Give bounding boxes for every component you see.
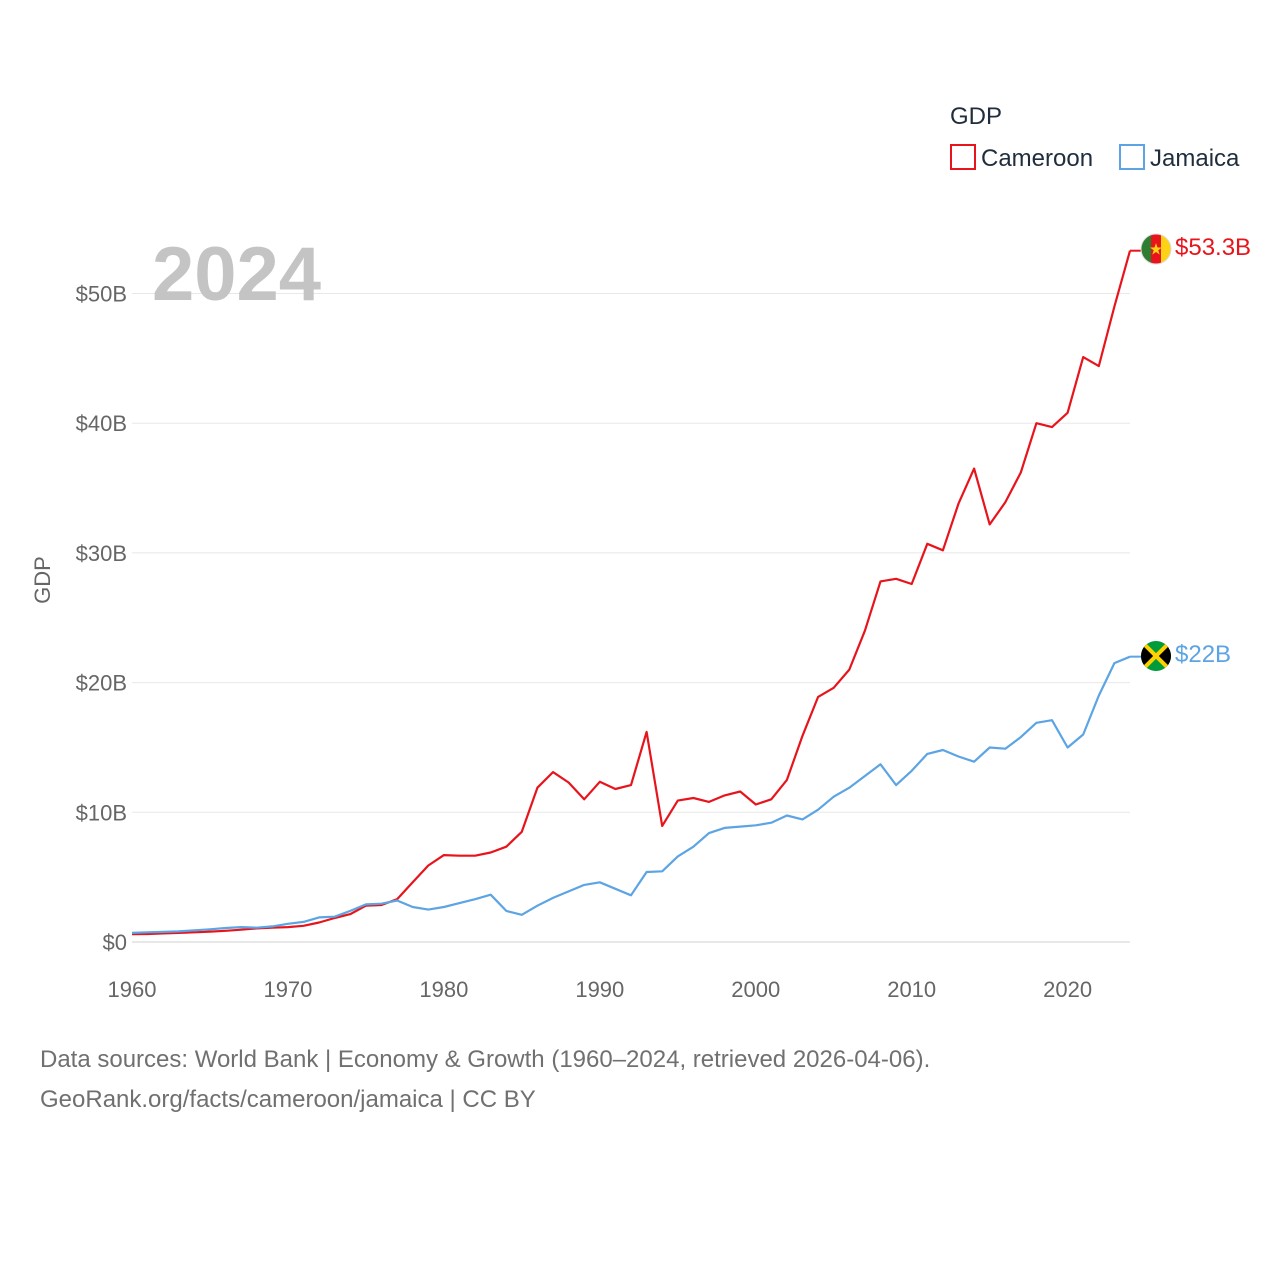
end-value-label-jamaica: $22B [1175, 641, 1231, 668]
series-line-cameroon [131, 250, 1132, 936]
y-tick-label: $30B [76, 541, 127, 566]
legend-item-jamaica[interactable]: Jamaica [1119, 144, 1240, 172]
y-tick-label: $40B [76, 411, 127, 436]
x-tick-label: 1980 [419, 977, 468, 1002]
x-axis-ticks: 1960 1970 1980 1990 2000 2010 2020 [108, 977, 1093, 1002]
legend: GDP Cameroon Jamaica [950, 103, 1240, 172]
legend-swatch-cameroon [950, 144, 976, 170]
gridlines [132, 293, 1130, 943]
legend-item-cameroon[interactable]: Cameroon [950, 144, 1093, 172]
jamaica-flag-icon [1141, 641, 1171, 671]
x-tick-label: 2000 [731, 977, 780, 1002]
cameroon-flag-icon [1141, 234, 1171, 264]
y-tick-label: $10B [76, 800, 127, 825]
y-tick-label: $0 [103, 930, 127, 955]
y-tick-label: $20B [76, 671, 127, 696]
end-value-label-cameroon: $53.3B [1175, 234, 1251, 261]
legend-swatch-jamaica [1119, 144, 1145, 170]
series-lines [131, 249, 1142, 936]
y-axis-title: GDP [30, 556, 55, 604]
legend-title: GDP [950, 103, 1002, 130]
series-line-jamaica [131, 655, 1131, 934]
gdp-line-chart: $0 $10B $20B $30B $40B $50B 1960 1970 1980 1990 2… [30, 103, 1251, 1002]
legend-label-jamaica: Jamaica [1150, 145, 1240, 172]
x-tick-label: 1970 [263, 977, 312, 1002]
x-tick-label: 2020 [1043, 977, 1092, 1002]
x-tick-label: 1990 [575, 977, 624, 1002]
y-tick-label: $50B [76, 282, 127, 307]
source-link[interactable]: GeoRank.org/facts/cameroon/jamaica | CC … [40, 1086, 536, 1113]
x-tick-label: 1960 [108, 977, 157, 1002]
big-year-label: 2024 [152, 232, 321, 317]
legend-label-cameroon: Cameroon [981, 145, 1093, 172]
source-note: Data sources: World Bank | Economy & Gro… [40, 1046, 931, 1073]
source-footer: Data sources: World Bank | Economy & Gro… [40, 1040, 1240, 1120]
y-axis-ticks: $0 $10B $20B $30B $40B $50B [76, 282, 127, 956]
x-tick-label: 2010 [887, 977, 936, 1002]
